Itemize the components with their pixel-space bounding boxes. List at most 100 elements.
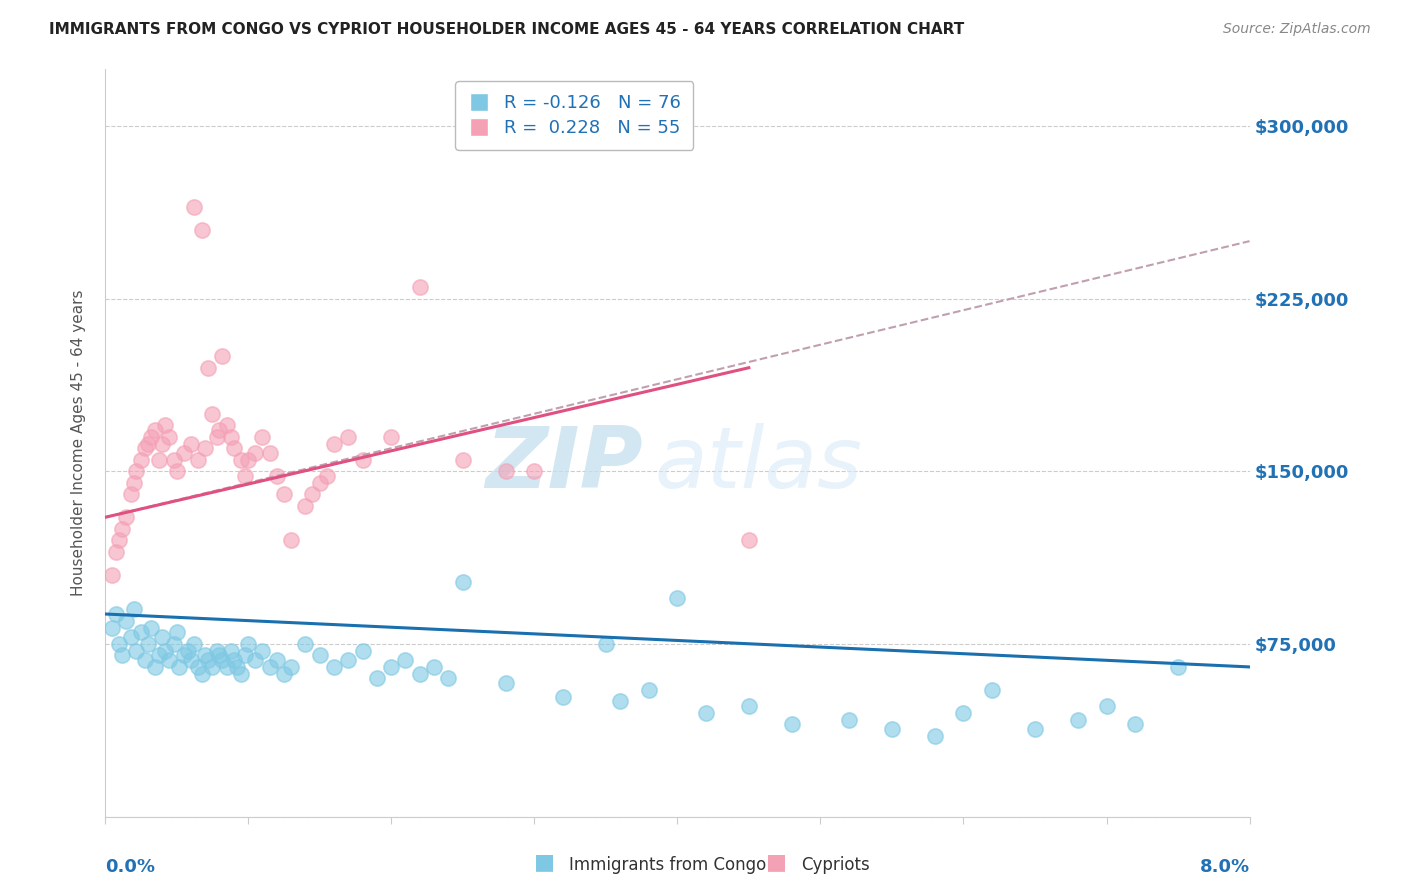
Point — [139, 430, 162, 444]
Point — [166, 625, 188, 640]
Point — [194, 442, 217, 456]
Point — [229, 452, 252, 467]
Point — [1123, 717, 1146, 731]
Point — [108, 533, 131, 548]
Point — [205, 644, 228, 658]
Point — [595, 637, 617, 651]
Point — [252, 644, 274, 658]
Point — [880, 722, 903, 736]
Point — [322, 660, 344, 674]
Point — [666, 591, 689, 605]
Point — [148, 452, 170, 467]
Point — [981, 682, 1004, 697]
Point — [273, 487, 295, 501]
Point — [551, 690, 574, 704]
Point — [129, 452, 152, 467]
Y-axis label: Householder Income Ages 45 - 64 years: Householder Income Ages 45 - 64 years — [72, 289, 86, 596]
Point — [163, 637, 186, 651]
Point — [451, 574, 474, 589]
Point — [380, 660, 402, 674]
Point — [266, 653, 288, 667]
Point — [236, 452, 259, 467]
Point — [153, 644, 176, 658]
Point — [129, 625, 152, 640]
Point — [125, 464, 148, 478]
Point — [187, 452, 209, 467]
Point — [173, 446, 195, 460]
Point — [222, 442, 245, 456]
Point — [352, 644, 374, 658]
Point — [451, 452, 474, 467]
Text: 0.0%: 0.0% — [105, 858, 155, 876]
Point — [280, 660, 302, 674]
Point — [266, 469, 288, 483]
Point — [229, 666, 252, 681]
Point — [148, 648, 170, 663]
Point — [201, 660, 224, 674]
Point — [108, 637, 131, 651]
Point — [409, 666, 432, 681]
Point — [177, 644, 200, 658]
Point — [924, 729, 946, 743]
Point — [205, 430, 228, 444]
Point — [163, 452, 186, 467]
Point — [211, 349, 233, 363]
Point — [366, 672, 388, 686]
Point — [222, 653, 245, 667]
Text: ■: ■ — [766, 853, 787, 872]
Point — [233, 648, 256, 663]
Point — [259, 446, 281, 460]
Point — [322, 436, 344, 450]
Point — [352, 452, 374, 467]
Point — [139, 621, 162, 635]
Point — [780, 717, 803, 731]
Point — [187, 660, 209, 674]
Text: IMMIGRANTS FROM CONGO VS CYPRIOT HOUSEHOLDER INCOME AGES 45 - 64 YEARS CORRELATI: IMMIGRANTS FROM CONGO VS CYPRIOT HOUSEHO… — [49, 22, 965, 37]
Point — [495, 464, 517, 478]
Point — [245, 446, 267, 460]
Point — [280, 533, 302, 548]
Point — [157, 653, 180, 667]
Point — [301, 487, 323, 501]
Point — [157, 430, 180, 444]
Point — [122, 602, 145, 616]
Point — [111, 522, 134, 536]
Point — [380, 430, 402, 444]
Point — [225, 660, 247, 674]
Point — [315, 469, 337, 483]
Point — [437, 672, 460, 686]
Point — [105, 607, 128, 621]
Text: Cypriots: Cypriots — [801, 856, 870, 874]
Point — [136, 436, 159, 450]
Point — [337, 653, 360, 667]
Point — [105, 545, 128, 559]
Point — [191, 222, 214, 236]
Point — [409, 280, 432, 294]
Point — [180, 436, 202, 450]
Point — [153, 418, 176, 433]
Point — [1024, 722, 1046, 736]
Point — [194, 648, 217, 663]
Point — [259, 660, 281, 674]
Text: atlas: atlas — [654, 424, 862, 507]
Point — [252, 430, 274, 444]
Text: 8.0%: 8.0% — [1199, 858, 1250, 876]
Point — [1067, 713, 1090, 727]
Point — [125, 644, 148, 658]
Point — [150, 436, 173, 450]
Point — [183, 637, 205, 651]
Point — [208, 423, 231, 437]
Point — [120, 630, 142, 644]
Point — [308, 648, 330, 663]
Point — [197, 360, 219, 375]
Point — [115, 510, 138, 524]
Point — [134, 442, 156, 456]
Point — [201, 407, 224, 421]
Point — [169, 660, 191, 674]
Point — [143, 423, 166, 437]
Point — [136, 637, 159, 651]
Point — [101, 567, 124, 582]
Point — [215, 660, 238, 674]
Point — [308, 475, 330, 490]
Point — [111, 648, 134, 663]
